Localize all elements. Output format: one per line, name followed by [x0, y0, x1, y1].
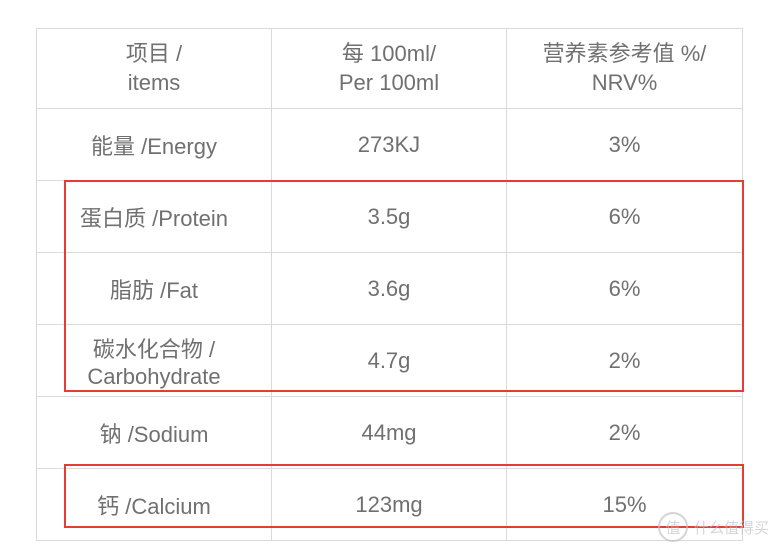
cell-nrv: 2% [507, 397, 743, 469]
header-per100ml-l2: Per 100ml [339, 70, 439, 95]
header-per100ml-l1: 每 100ml/ [342, 41, 436, 66]
table-header-row: 项目 / items 每 100ml/ Per 100ml 营养素参考值 %/ … [37, 29, 743, 109]
table-row: 钠 /Sodium 44mg 2% [37, 397, 743, 469]
table-row: 蛋白质 /Protein 3.5g 6% [37, 181, 743, 253]
header-items-l1: 项目 / [126, 41, 182, 66]
table-row: 能量 /Energy 273KJ 3% [37, 109, 743, 181]
table-row: 碳水化合物 / Carbohydrate 4.7g 2% [37, 325, 743, 397]
header-nrv: 营养素参考值 %/ NRV% [507, 29, 743, 109]
cell-per100ml: 3.5g [272, 181, 507, 253]
table-row: 钙 /Calcium 123mg 15% [37, 469, 743, 541]
watermark-text: 什么值得买 [694, 517, 769, 538]
table-row: 脂肪 /Fat 3.6g 6% [37, 253, 743, 325]
cell-per100ml: 123mg [272, 469, 507, 541]
cell-item: 脂肪 /Fat [37, 253, 272, 325]
cell-per100ml: 3.6g [272, 253, 507, 325]
header-per100ml: 每 100ml/ Per 100ml [272, 29, 507, 109]
cell-nrv: 2% [507, 325, 743, 397]
cell-per100ml: 44mg [272, 397, 507, 469]
nutrition-table: 项目 / items 每 100ml/ Per 100ml 营养素参考值 %/ … [36, 28, 743, 541]
cell-item: 能量 /Energy [37, 109, 272, 181]
header-nrv-l2: NRV% [592, 70, 658, 95]
cell-nrv: 6% [507, 181, 743, 253]
cell-nrv: 6% [507, 253, 743, 325]
header-items-l2: items [128, 70, 181, 95]
header-items: 项目 / items [37, 29, 272, 109]
cell-nrv: 3% [507, 109, 743, 181]
cell-item: 钙 /Calcium [37, 469, 272, 541]
cell-per100ml: 273KJ [272, 109, 507, 181]
cell-item: 碳水化合物 / Carbohydrate [37, 325, 272, 397]
cell-per100ml: 4.7g [272, 325, 507, 397]
watermark: 值 什么值得买 [658, 512, 769, 542]
cell-item-l2: Carbohydrate [87, 364, 220, 389]
header-nrv-l1: 营养素参考值 %/ [543, 41, 707, 66]
watermark-icon-text: 值 [665, 517, 680, 538]
nutrition-table-container: 项目 / items 每 100ml/ Per 100ml 营养素参考值 %/ … [36, 28, 742, 541]
cell-item: 钠 /Sodium [37, 397, 272, 469]
watermark-icon: 值 [658, 512, 688, 542]
cell-item: 蛋白质 /Protein [37, 181, 272, 253]
cell-item-l1: 碳水化合物 / [93, 337, 215, 362]
